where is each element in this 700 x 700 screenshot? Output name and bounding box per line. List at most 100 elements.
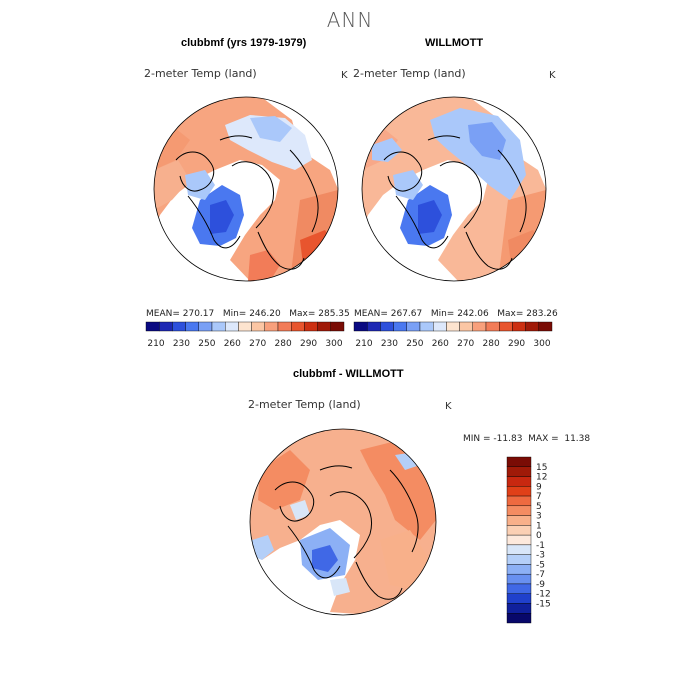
diff-panel-title: clubbmf - WILLMOTT: [293, 368, 404, 380]
model-panel-title: clubbmf (yrs 1979-1979): [181, 37, 307, 49]
diff-colorbar-label: 1: [536, 521, 542, 531]
model-colorbar-swatch: [330, 321, 345, 332]
obs-colorbar-label: 250: [406, 339, 423, 349]
model-colorbar-label: 210: [147, 339, 164, 349]
model-colorbar-swatch: [317, 321, 332, 332]
diff-stats: MIN = -11.83 MAX = 11.38: [463, 434, 591, 444]
model-map: [154, 97, 338, 281]
diff-colorbar-label: 0: [536, 531, 542, 541]
diff-colorbar-swatch: [506, 603, 532, 614]
diff-colorbar-label: 15: [536, 463, 547, 473]
model-colorbar-swatch: [251, 321, 265, 332]
obs-unit-label: K: [549, 70, 556, 81]
diff-colorbar-swatch: [506, 486, 532, 497]
obs-colorbar-label: 300: [533, 339, 550, 349]
model-colorbar-label: 250: [198, 339, 215, 349]
obs-colorbar-label: 260: [432, 339, 449, 349]
model-colorbar-swatch: [264, 321, 279, 332]
obs-colorbar-label: 290: [508, 339, 525, 349]
diff-colorbar-swatch: [506, 554, 532, 565]
model-colorbar-label: 230: [173, 339, 190, 349]
obs-colorbar-swatch: [459, 321, 473, 332]
model-coastlines: [175, 135, 319, 270]
obs-colorbar-swatch: [419, 321, 434, 332]
diff-colorbar-swatch: [506, 525, 532, 536]
model-stats: MEAN= 270.17 Min= 246.20 Max= 285.35: [146, 309, 350, 319]
model-colorbar-label: 290: [300, 339, 317, 349]
model-colorbar-swatch: [304, 321, 318, 332]
diff-variable-label: 2-meter Temp (land): [248, 398, 361, 411]
diff-unit-label: K: [445, 401, 452, 412]
diff-colorbar-label: -12: [536, 590, 551, 600]
obs-colorbar-label: 210: [355, 339, 372, 349]
obs-colorbar-swatch: [393, 321, 407, 332]
diff-colorbar-label: 7: [536, 492, 542, 502]
obs-colorbar-swatch: [538, 321, 553, 332]
diff-colorbar-swatch: [506, 593, 532, 604]
diff-colorbar-swatch: [506, 534, 532, 546]
diff-colorbar-label: -15: [536, 599, 551, 609]
model-colorbar-swatch: [277, 321, 292, 332]
model-colorbar-label: 300: [325, 339, 342, 349]
model-colorbar-swatch: [198, 321, 213, 332]
model-colorbar-swatch: [238, 321, 252, 332]
model-colorbar-label: 280: [275, 339, 292, 349]
diff-colorbar-swatch: [506, 476, 532, 487]
diff-colorbar-swatch: [506, 544, 532, 555]
diff-colorbar-label: -9: [536, 580, 545, 590]
obs-colorbar-label: 270: [457, 339, 474, 349]
obs-panel-title: WILLMOTT: [425, 37, 484, 49]
model-colorbar-label: 270: [249, 339, 266, 349]
diff-colorbar-label: 5: [536, 502, 542, 512]
obs-colorbar-swatch: [366, 321, 381, 332]
obs-coastlines: [383, 135, 527, 270]
diff-colorbar-label: -5: [536, 560, 545, 570]
obs-colorbar-label: 230: [381, 339, 398, 349]
obs-colorbar-swatch: [512, 321, 526, 332]
obs-colorbar-swatch: [446, 321, 460, 332]
model-colorbar-swatch: [211, 321, 226, 332]
diff-colorbar-swatch: [506, 495, 532, 507]
obs-colorbar-swatch: [406, 321, 421, 332]
diff-colorbar-label: -7: [536, 570, 545, 580]
model-colorbar: 210 230 250 260 270 280 290 300: [145, 321, 345, 349]
obs-colorbar-swatch: [525, 321, 540, 332]
obs-colorbar-swatch: [380, 321, 394, 332]
model-colorbar-swatch: [224, 321, 239, 332]
obs-map: [362, 97, 546, 281]
diff-colorbar-swatch: [506, 573, 532, 585]
obs-stats: MEAN= 267.67 Min= 242.06 Max= 283.26: [354, 309, 558, 319]
obs-variable-label: 2-meter Temp (land): [353, 67, 466, 80]
model-colorbar-swatch: [185, 321, 199, 332]
diff-colorbar-swatch: [506, 456, 532, 467]
diff-colorbar-swatch: [506, 505, 532, 516]
model-unit-label: K: [341, 70, 348, 81]
season-title: ANN: [326, 8, 374, 32]
model-colorbar-swatch: [158, 321, 173, 332]
model-colorbar-swatch: [290, 321, 305, 332]
obs-colorbar-swatch: [485, 321, 500, 332]
obs-colorbar-swatch: [498, 321, 513, 332]
diff-colorbar-swatch: [506, 564, 532, 575]
diff-colorbar-label: 3: [536, 512, 542, 522]
diff-colorbar-swatch: [506, 466, 532, 477]
obs-colorbar: 210 230 250 260 270 280 290 300: [353, 321, 553, 349]
obs-colorbar-swatch: [432, 321, 447, 332]
model-colorbar-swatch: [172, 321, 186, 332]
obs-colorbar-swatch: [472, 321, 487, 332]
model-colorbar-label: 260: [224, 339, 241, 349]
diff-colorbar-label: 9: [536, 482, 542, 492]
diff-colorbar-label: 12: [536, 473, 547, 483]
model-colorbar-swatch: [145, 321, 160, 332]
obs-colorbar-swatch: [353, 321, 368, 332]
diff-colorbar-label: -1: [536, 541, 545, 551]
diff-colorbar-swatch: [506, 583, 532, 594]
obs-colorbar-label: 280: [483, 339, 500, 349]
diff-coastlines: [274, 465, 419, 600]
diff-colorbar-swatch: [506, 613, 532, 624]
diff-colorbar-swatch: [506, 515, 532, 526]
diff-colorbar-label: -3: [536, 551, 545, 561]
model-variable-label: 2-meter Temp (land): [144, 67, 257, 80]
